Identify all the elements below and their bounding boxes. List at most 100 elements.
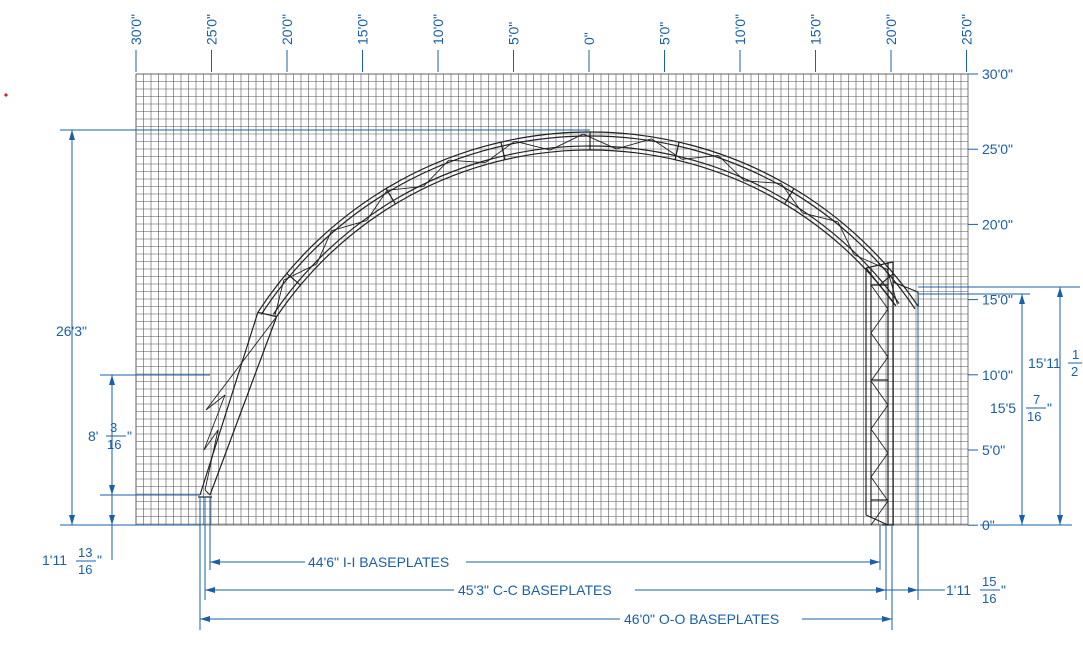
right-scale-label: 10'0" — [982, 367, 1013, 383]
top-scale-label: 25'0" — [204, 14, 220, 45]
right-leg-web — [870, 356, 889, 382]
top-scale-label: 10'0" — [732, 14, 748, 45]
top-scale-label: 5'0" — [657, 22, 673, 45]
top-scale-label: 0" — [581, 32, 597, 45]
joint-plate — [879, 272, 894, 286]
web-member — [837, 221, 855, 255]
left-leg-web — [204, 429, 219, 491]
svg-text:15'11: 15'11 — [1028, 355, 1061, 371]
right-leg-web — [870, 476, 889, 502]
outer-chord — [257, 131, 919, 313]
svg-text:3: 3 — [110, 420, 117, 435]
web-member — [744, 180, 782, 184]
left-base-offset-dim: 1'11 13 16 " — [42, 545, 102, 577]
overall-height-dim: 26'3" — [56, 323, 87, 339]
right-scale-label: 5'0" — [982, 442, 1005, 458]
web-member — [387, 186, 424, 191]
right-leg-web — [870, 452, 889, 478]
top-scale-label: 15'0" — [808, 14, 824, 45]
top-scale-label: 30'0" — [128, 14, 144, 45]
right-leg-joint — [865, 267, 897, 307]
right-leg-web — [870, 284, 889, 310]
svg-text:2: 2 — [1071, 364, 1078, 379]
web-member — [780, 183, 803, 214]
joint-plate — [385, 188, 396, 205]
svg-text:16: 16 — [1027, 409, 1041, 424]
inner-chord — [276, 149, 897, 317]
top-scale-label: 15'0" — [355, 14, 371, 45]
svg-text:16: 16 — [982, 591, 996, 606]
right-leg-web — [870, 308, 889, 334]
joint-plate — [500, 142, 506, 160]
grid — [135, 73, 969, 526]
left-leg-web — [205, 394, 226, 411]
svg-text:7: 7 — [1033, 392, 1040, 407]
right-leg-foot — [865, 514, 889, 526]
web-member — [681, 155, 719, 160]
left-leg-cap — [257, 311, 277, 318]
web-member — [274, 279, 285, 316]
right-leg-cap — [865, 261, 894, 269]
ih-baseplates-dim: 44'6" I-I BASEPLATES — [308, 554, 449, 570]
svg-text:15: 15 — [982, 574, 996, 589]
right-leg-web — [870, 428, 889, 454]
web-member — [802, 212, 839, 223]
top-scale-label: 5'0" — [506, 22, 522, 45]
svg-text:1'11: 1'11 — [42, 552, 67, 568]
web-member — [514, 140, 551, 151]
web-member — [283, 263, 317, 281]
svg-text:15'5: 15'5 — [990, 400, 1016, 416]
inner-chord-outer-edge — [272, 145, 900, 315]
left-leg-web — [205, 316, 277, 411]
right-scale: 30'0"25'0"20'0"15'0"10'0"5'0"0" — [968, 66, 1013, 533]
right-base-offset-dim: 1'11 15 16 " — [946, 574, 1006, 606]
web-member — [651, 138, 683, 160]
right-leg-web — [870, 332, 889, 358]
web-member — [331, 220, 367, 232]
web-member — [484, 140, 516, 164]
cc-baseplates-dim: 45'3" C-C BASEPLATES — [458, 582, 612, 598]
right-scale-label: 15'0" — [982, 292, 1013, 308]
svg-text:": " — [97, 552, 102, 568]
joint-plate — [674, 142, 680, 160]
right-leg-web — [870, 380, 889, 406]
top-scale-label: 20'0" — [279, 14, 295, 45]
svg-text:16: 16 — [78, 562, 92, 577]
truss-arch — [198, 131, 919, 526]
marker-dot — [4, 93, 8, 97]
right-peak-height-dim: 15'11 1 2 — [1028, 347, 1082, 379]
left-leg-web — [203, 429, 219, 451]
left-rise-dim: 8' 3 16 " — [88, 420, 132, 452]
joint-plate — [286, 272, 301, 286]
left-leg-web — [203, 394, 226, 451]
right-scale-label: 30'0" — [982, 66, 1013, 82]
web-member — [616, 138, 652, 150]
left-leg-outer — [199, 312, 259, 496]
svg-text:1: 1 — [1072, 347, 1079, 362]
svg-text:1'11: 1'11 — [946, 582, 971, 598]
right-leg-height-dim: 15'5 7 16 " — [990, 392, 1052, 424]
top-scale-label: 20'0" — [883, 14, 899, 45]
svg-text:": " — [1047, 400, 1052, 416]
svg-text:13: 13 — [78, 545, 92, 560]
right-scale-label: 25'0" — [982, 141, 1013, 157]
joint-plate — [784, 188, 795, 205]
web-member — [582, 133, 617, 150]
web-member — [448, 159, 486, 164]
web-member — [550, 133, 584, 151]
svg-text:16: 16 — [107, 437, 121, 452]
top-scale-label: 10'0" — [430, 14, 446, 45]
eave-bottom — [892, 281, 919, 293]
svg-text:": " — [127, 428, 132, 444]
oo-baseplates-dim: 46'0" O-O BASEPLATES — [624, 611, 779, 627]
top-scale: 30'0" 25'0" 20'0" 15'0" 10'0" 5'0" 0" 5'0" 10'0"… — [128, 14, 975, 72]
web-member — [853, 254, 888, 270]
left-leg-web — [204, 489, 211, 496]
svg-text:8': 8' — [88, 428, 98, 444]
top-scale-label: 25'0" — [959, 14, 975, 45]
web-member — [423, 159, 450, 187]
right-scale-label: 20'0" — [982, 216, 1013, 232]
outer-chord-inner-edge — [260, 135, 916, 315]
right-leg-web — [870, 404, 889, 430]
